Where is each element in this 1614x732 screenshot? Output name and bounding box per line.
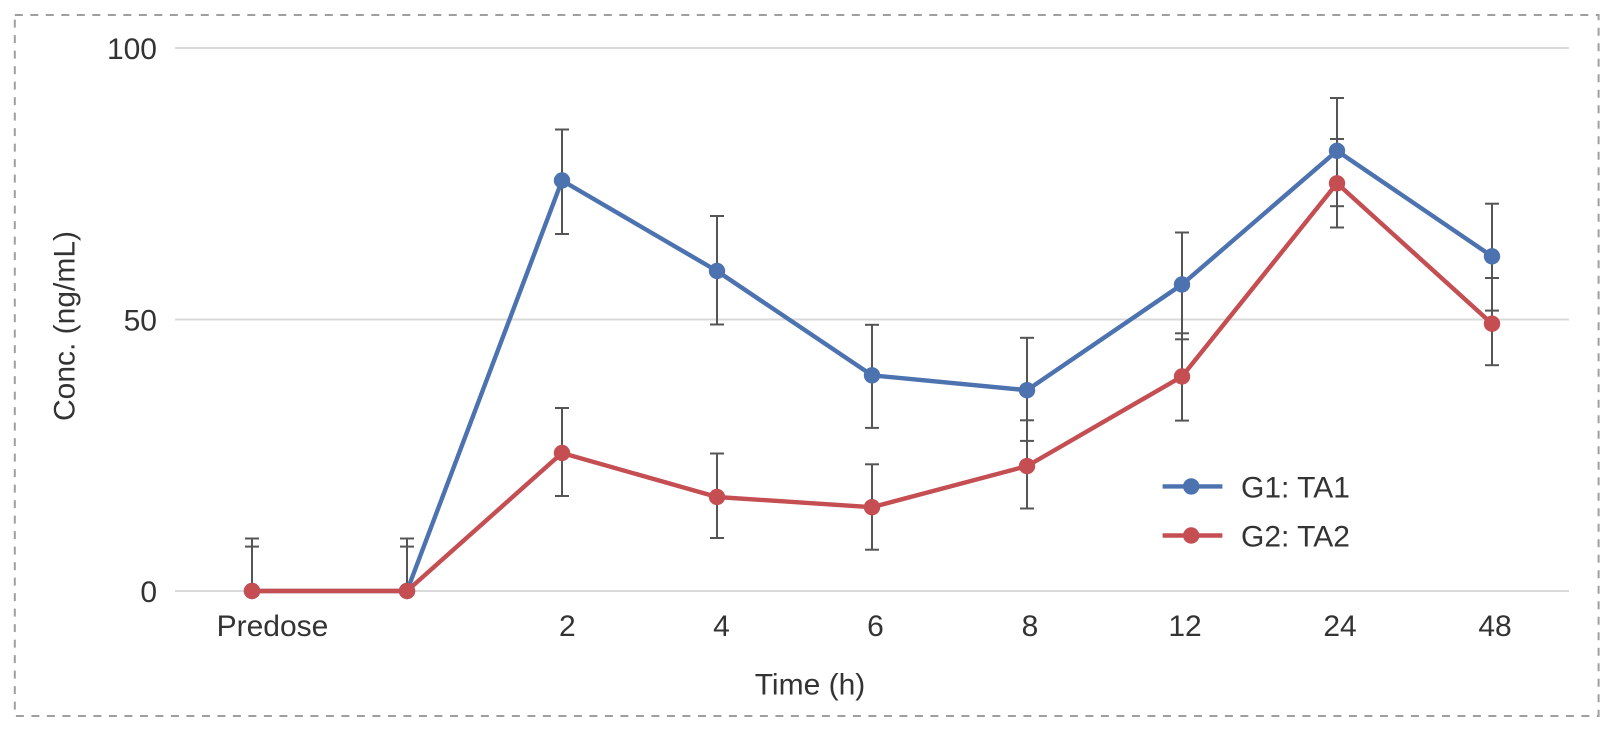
svg-text:50: 50 [124,304,157,337]
svg-text:6: 6 [867,610,884,643]
svg-text:24: 24 [1323,610,1356,643]
svg-text:G2: TA2: G2: TA2 [1241,521,1350,554]
svg-text:8: 8 [1022,610,1039,643]
svg-text:4: 4 [713,610,730,643]
svg-text:Predose: Predose [217,610,329,643]
svg-text:Time (h): Time (h) [755,669,866,702]
svg-text:100: 100 [107,33,157,66]
svg-text:G1: TA1: G1: TA1 [1241,471,1350,504]
svg-text:48: 48 [1478,610,1511,643]
svg-text:0: 0 [140,576,157,609]
svg-text:2: 2 [559,610,576,643]
svg-text:12: 12 [1168,610,1201,643]
svg-text:Conc. (ng/mL): Conc. (ng/mL) [49,231,82,421]
